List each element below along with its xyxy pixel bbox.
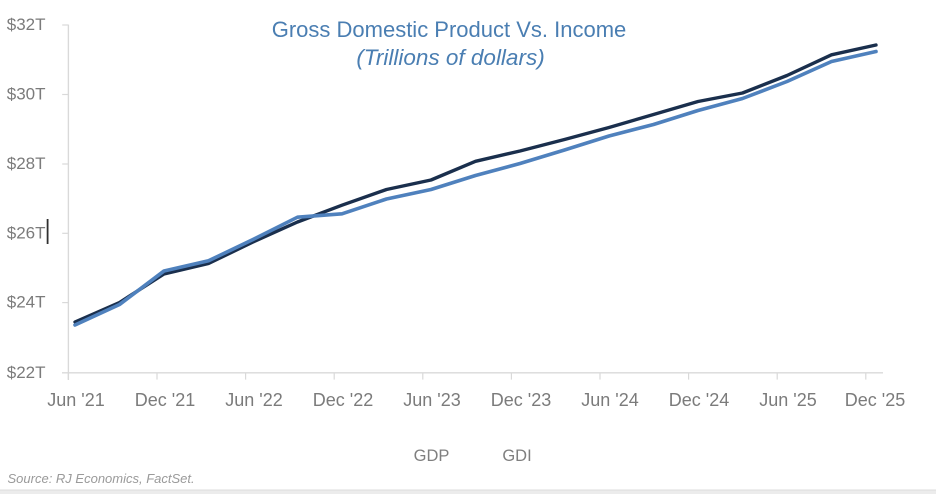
svg-text:Jun '25: Jun '25 [759, 390, 816, 410]
svg-text:Dec '24: Dec '24 [669, 390, 729, 410]
svg-text:Jun '24: Jun '24 [581, 390, 638, 410]
svg-text:Dec '21: Dec '21 [135, 390, 195, 410]
svg-text:GDI: GDI [502, 447, 531, 465]
svg-text:$28T: $28T [7, 154, 46, 173]
svg-text:GDP: GDP [414, 447, 450, 465]
svg-text:Dec '25: Dec '25 [845, 390, 905, 410]
svg-text:Source: RJ Economics, FactSet.: Source: RJ Economics, FactSet. [8, 471, 195, 486]
svg-text:$26T: $26T [7, 223, 46, 242]
svg-text:Jun '22: Jun '22 [225, 390, 282, 410]
svg-text:Gross Domestic Product Vs. Inc: Gross Domestic Product Vs. Income [272, 17, 627, 42]
svg-text:Jun '23: Jun '23 [403, 390, 460, 410]
svg-text:$24T: $24T [7, 293, 46, 312]
svg-text:Dec '22: Dec '22 [313, 390, 373, 410]
svg-text:$30T: $30T [7, 85, 46, 104]
svg-text:$22T: $22T [7, 363, 46, 382]
svg-text:Jun '21: Jun '21 [47, 390, 104, 410]
svg-text:$32T: $32T [7, 15, 46, 34]
svg-text:(Trillions of dollars): (Trillions of dollars) [356, 45, 544, 70]
svg-text:Dec '23: Dec '23 [491, 390, 551, 410]
